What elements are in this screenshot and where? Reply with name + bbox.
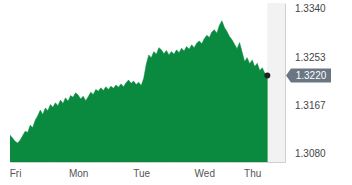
x-tick-label: Tue xyxy=(133,168,150,179)
chart: FriMonTueWedThu1.30801.31671.32531.33401… xyxy=(0,0,352,185)
y-tick: 1.3253 xyxy=(285,52,326,63)
x-tick-label: Mon xyxy=(69,168,88,179)
last-value-dot xyxy=(264,73,270,79)
y-tick: 1.3080 xyxy=(285,148,326,159)
y-tick: 1.3340 xyxy=(285,3,326,14)
x-axis: Fri Mon Tue Wed Thu xyxy=(10,162,286,179)
y-tick: 1.3167 xyxy=(285,100,326,111)
x-tick-label: Fri xyxy=(10,168,22,179)
area xyxy=(10,21,267,162)
y-tick-label: 1.3340 xyxy=(295,3,326,14)
y-axis-line xyxy=(285,4,286,163)
x-tick: Fri xyxy=(10,162,22,179)
plot-background xyxy=(267,3,285,162)
x-tick-label: Thu xyxy=(244,168,261,179)
x-tick: Wed xyxy=(195,162,215,179)
y-tick-label: 1.3167 xyxy=(295,100,326,111)
x-tick: Thu xyxy=(244,162,261,179)
plot-area xyxy=(10,21,267,162)
y-tick-label: 1.3253 xyxy=(295,52,326,63)
x-tick: Tue xyxy=(133,162,150,179)
x-tick-label: Wed xyxy=(195,168,215,179)
last-value-label: 1.3220 xyxy=(296,70,327,81)
x-axis-line xyxy=(11,162,286,163)
y-tick-label: 1.3080 xyxy=(295,148,326,159)
last-value-badge xyxy=(286,69,331,83)
x-tick: Mon xyxy=(69,162,88,179)
y-axis: 1.3080 1.3167 1.3253 1.3340 xyxy=(285,3,326,162)
